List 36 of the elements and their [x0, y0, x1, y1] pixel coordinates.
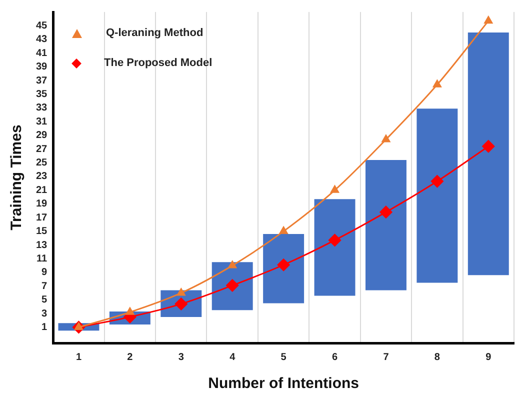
x-tick-label: 2	[127, 352, 134, 363]
y-tick-label: 37	[36, 75, 48, 86]
y-tick-label: 13	[36, 240, 48, 251]
x-tick-label: 4	[230, 352, 236, 363]
y-tick-label: 21	[36, 184, 48, 196]
y-tick-label: 29	[36, 130, 48, 142]
y-tick-label: 11	[36, 253, 48, 264]
y-tick-label: 31	[36, 116, 48, 128]
x-axis-title: Number of Intentions	[208, 375, 359, 392]
y-tick-label: 3	[42, 308, 48, 320]
y-tick-label: 17	[36, 212, 48, 224]
x-tick-label: 7	[383, 352, 390, 363]
legend-label: Q-leraning Method	[106, 27, 204, 39]
y-tick-label: 41	[36, 48, 48, 59]
x-tick-label: 6	[332, 352, 338, 363]
legend-label: The Proposed Model	[104, 57, 212, 69]
y-tick-label: 45	[36, 20, 48, 32]
x-tick-label: 1	[76, 352, 82, 363]
y-tick-label: 25	[36, 158, 48, 169]
y-tick-label: 19	[36, 198, 48, 210]
y-tick-label: 35	[36, 88, 48, 100]
y-tick-label: 23	[36, 171, 48, 182]
y-tick-label: 33	[36, 102, 48, 114]
x-tick-label: 5	[280, 352, 287, 363]
y-tick-label: 9	[42, 267, 48, 278]
x-tick-label: 8	[434, 352, 440, 363]
x-tick-label: 3	[178, 352, 184, 363]
y-tick-label: 5	[42, 294, 48, 306]
x-tick-label: 9	[486, 352, 492, 363]
y-tick-label: 39	[36, 62, 48, 73]
y-tick-label: 1	[42, 322, 48, 333]
y-tick-label: 27	[36, 144, 48, 155]
y-tick-label: 15	[36, 226, 48, 238]
y-tick-label: 43	[36, 34, 48, 46]
y-axis-title: Training Times	[8, 124, 26, 230]
y-tick-label: 7	[42, 280, 48, 292]
